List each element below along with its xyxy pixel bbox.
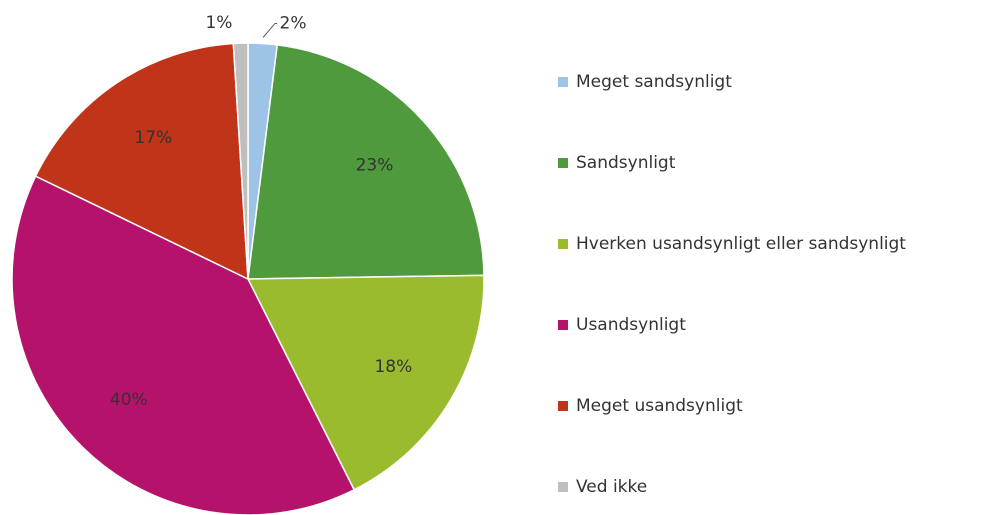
legend-swatch — [558, 77, 568, 87]
legend-swatch — [558, 482, 568, 492]
legend-swatch — [558, 158, 568, 168]
legend-swatch — [558, 401, 568, 411]
leader-line — [262, 22, 278, 38]
data-label: 2% — [280, 13, 307, 33]
pie-slice — [247, 43, 485, 280]
legend-label: Ved ikke — [576, 477, 647, 497]
legend-swatch — [558, 320, 568, 330]
legend-label: Meget sandsynligt — [576, 72, 732, 92]
legend-label: Hverken usandsynligt eller sandsynligt — [576, 234, 906, 254]
pie-slice — [34, 42, 249, 281]
legend-swatch — [558, 239, 568, 249]
data-label: 1% — [205, 13, 232, 33]
data-label: 23% — [356, 156, 394, 176]
data-label: 18% — [374, 357, 412, 377]
pie-slice — [246, 274, 485, 491]
pie-slice — [232, 42, 249, 280]
legend-label: Sandsynligt — [576, 153, 676, 173]
legend-label: Meget usandsynligt — [576, 396, 743, 416]
pie-slice — [11, 175, 356, 515]
data-label: 40% — [110, 390, 148, 410]
legend-label: Usandsynligt — [576, 315, 686, 335]
data-label: 17% — [134, 128, 172, 148]
